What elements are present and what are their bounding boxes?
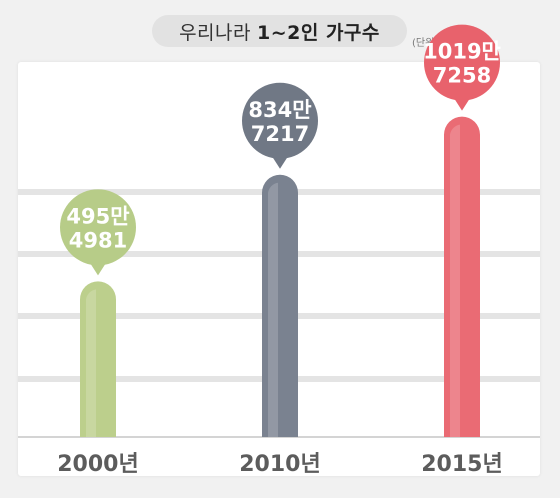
data-label-3-line-2: 7258 [433,64,491,88]
bar-layer [80,116,480,438]
bar-2010년 [262,174,298,437]
value-bubble-pointer-2 [271,154,289,169]
chart-title: 우리나라 1~2인 가구수 [152,15,407,47]
x-tick-label-2: 2010년 [239,452,320,477]
bar-2000년 [80,281,116,437]
value-bubble-2 [242,82,318,159]
data-label-1-line-2: 4981 [69,228,127,252]
value-bubble-3 [424,24,500,101]
value-bubble-pointer-1 [89,261,107,276]
data-label-1-line-1: 495만 [66,204,129,228]
value-bubble-1 [60,189,136,266]
value-bubble-pointer-3 [453,96,471,111]
bubble-layer [60,24,500,276]
bar-2015년 [444,116,480,437]
chart-title-bold: 1~2인 가구수 [257,21,380,44]
x-tick-label-3: 2015년 [421,452,502,477]
bar-highlight-1 [86,289,96,437]
bar-highlight-2 [268,182,278,437]
data-label-2-line-2: 7217 [251,122,309,146]
bar-highlight-3 [450,124,460,438]
chart-title-prefix: 우리나라 [179,21,251,44]
data-label-2-line-1: 834만 [248,98,311,122]
data-label-3-line-1: 1019만 [423,40,501,64]
x-tick-label-1: 2000년 [57,452,138,477]
